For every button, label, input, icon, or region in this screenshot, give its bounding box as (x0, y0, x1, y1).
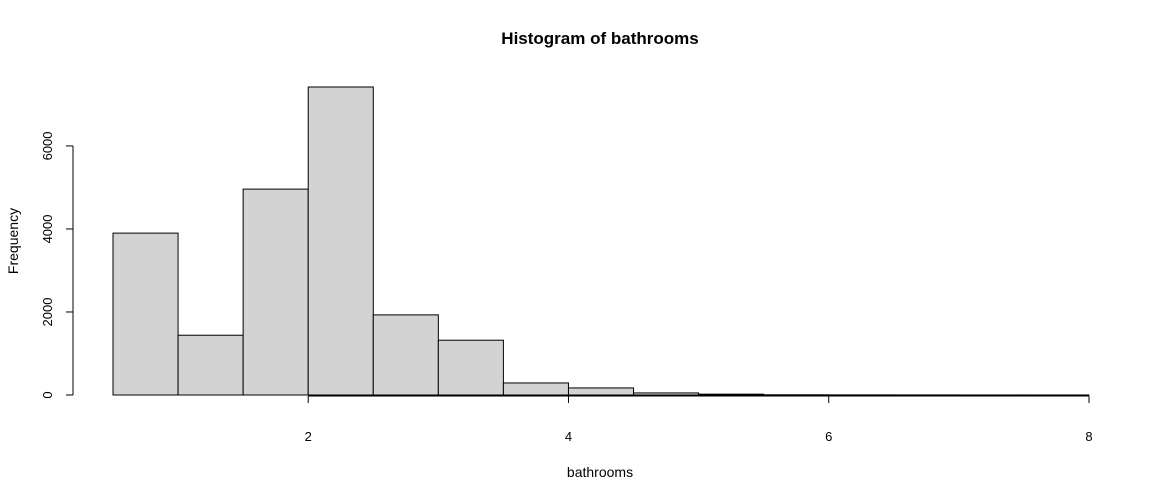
histogram-bar (177, 334, 244, 396)
histogram-bar (437, 339, 504, 396)
x-tick-label: 4 (565, 429, 572, 444)
chart-title: Histogram of bathrooms (501, 29, 698, 48)
histogram-bar (567, 387, 635, 396)
x-axis-label: bathrooms (567, 464, 633, 480)
histogram-bar (112, 232, 179, 396)
histogram-bar (242, 188, 309, 396)
y-tick-label: 4000 (40, 215, 55, 244)
y-axis-label: Frequency (5, 208, 21, 274)
x-tick-label: 2 (305, 429, 312, 444)
histogram-bar (502, 382, 569, 396)
histogram-bar (633, 392, 700, 396)
y-tick-label: 0 (40, 391, 55, 398)
x-tick-label: 8 (1085, 429, 1092, 444)
x-axis: 2 4 6 8 (305, 395, 1093, 444)
histogram-bar (307, 86, 374, 396)
bars-group (112, 86, 1090, 396)
x-tick-label: 6 (825, 429, 832, 444)
histogram-bar (372, 314, 439, 396)
y-tick-label: 6000 (40, 131, 55, 160)
y-axis: 0 2000 4000 6000 (40, 131, 74, 399)
histogram-bar (698, 393, 765, 396)
y-tick-label: 2000 (40, 298, 55, 327)
